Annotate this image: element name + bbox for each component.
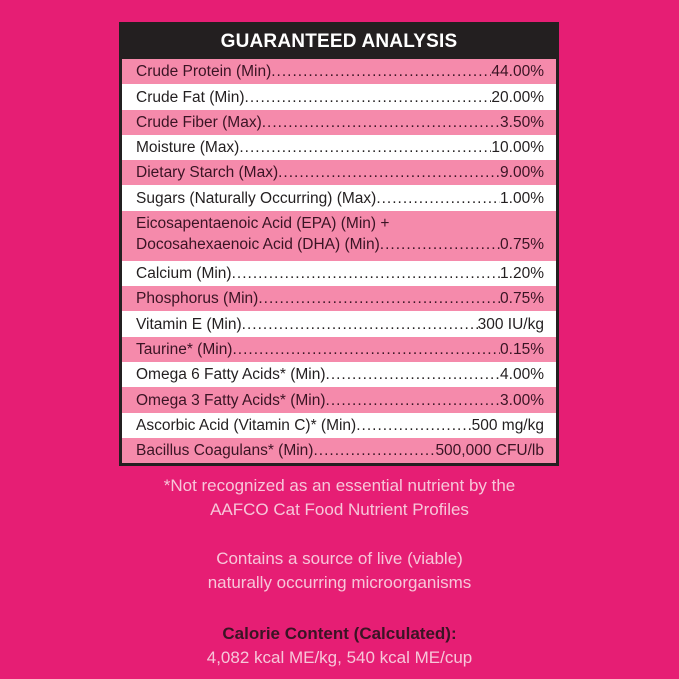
footnote: *Not recognized as an essential nutrient… xyxy=(0,474,679,522)
footnote-line-1: *Not recognized as an essential nutrient… xyxy=(163,476,516,495)
dot-leader xyxy=(356,417,471,438)
nutrient-label: Calcium (Min) xyxy=(136,265,232,283)
nutrient-value: 9.00% xyxy=(500,164,544,182)
nutrient-value: 0.15% xyxy=(500,340,544,358)
table-row: Vitamin E (Min) 300 IU/kg xyxy=(122,311,556,337)
nutrient-value: 1.00% xyxy=(500,189,544,207)
nutrient-value: 3.50% xyxy=(500,113,544,131)
probiotic-line-1: Contains a source of live (viable) xyxy=(216,549,463,568)
table-rows: Crude Protein (Min) 44.00% Crude Fat (Min)… xyxy=(122,59,556,464)
nutrient-value: 500 mg/kg xyxy=(471,416,544,434)
nutrient-value: 300 IU/kg xyxy=(477,315,544,333)
table-row: Crude Fiber (Max) 3.50% xyxy=(122,109,556,135)
table-row: Dietary Starch (Max) 9.00% xyxy=(122,160,556,186)
nutrient-label: Omega 6 Fatty Acids* (Min) xyxy=(136,366,326,384)
table-row: Omega 6 Fatty Acids* (Min) 4.00% xyxy=(122,361,556,388)
guaranteed-analysis-table: GUARANTEED ANALYSIS Crude Protein (Min) 4… xyxy=(119,22,559,467)
table-row: Bacillus Coagulans* (Min) 500,000 CFU/lb xyxy=(122,437,556,464)
dot-leader xyxy=(262,114,500,135)
nutrient-value: 500,000 CFU/lb xyxy=(435,442,544,460)
nutrient-label: Moisture (Max) xyxy=(136,139,240,157)
dot-leader xyxy=(242,316,478,337)
table-row: Omega 3 Fatty Acids* (Min) 3.00% xyxy=(122,387,556,413)
nutrient-label: Crude Protein (Min) xyxy=(136,63,272,81)
nutrient-label: Sugars (Naturally Occurring) (Max) xyxy=(136,189,377,207)
table-row: Crude Fat (Min) 20.00% xyxy=(122,84,556,110)
calorie-value: 4,082 kcal ME/kg, 540 kcal ME/cup xyxy=(206,648,473,667)
dot-leader xyxy=(232,341,500,362)
nutrient-label: Bacillus Coagulans* (Min) xyxy=(136,442,314,460)
nutrient-value: 3.00% xyxy=(500,391,544,409)
table-row: Sugars (Naturally Occurring) (Max) 1.00% xyxy=(122,185,556,211)
table-row: Moisture (Max) 10.00% xyxy=(122,134,556,161)
probiotic-line-2: naturally occurring microorganisms xyxy=(207,573,472,592)
nutrient-value: 44.00% xyxy=(491,63,544,81)
table-row: Ascorbic Acid (Vitamin C)* (Min) 500 mg/k… xyxy=(122,412,556,438)
dot-leader xyxy=(258,290,500,311)
footnote-line-2: AAFCO Cat Food Nutrient Profiles xyxy=(210,500,469,519)
table-row: Phosphorus (Min) 0.75% xyxy=(122,286,556,312)
dot-leader xyxy=(232,265,500,286)
nutrient-value: 10.00% xyxy=(491,139,544,157)
table-row: Crude Protein (Min) 44.00% xyxy=(122,59,556,85)
nutrient-label: Vitamin E (Min) xyxy=(136,315,242,333)
dot-leader xyxy=(245,89,492,110)
table-row: Taurine* (Min) 0.15% xyxy=(122,336,556,362)
dot-leader xyxy=(313,442,435,463)
nutrient-label: Ascorbic Acid (Vitamin C)* (Min) xyxy=(136,416,357,434)
nutrient-value: 0.75% xyxy=(500,290,544,308)
dot-leader xyxy=(278,164,500,185)
dot-leader xyxy=(326,366,501,387)
nutrient-label: Eicosapentaenoic Acid (EPA) (Min) + xyxy=(136,214,390,232)
table-row: Eicosapentaenoic Acid (EPA) (Min) + Docos… xyxy=(122,210,556,261)
table-title: GUARANTEED ANALYSIS xyxy=(220,31,458,52)
dot-leader xyxy=(239,139,491,160)
nutrient-value: 0.75% xyxy=(500,235,544,253)
nutrient-value: 20.00% xyxy=(491,88,544,106)
nutrient-label: Phosphorus (Min) xyxy=(136,290,259,308)
nutrient-value: 4.00% xyxy=(500,366,544,384)
nutrient-label: Crude Fat (Min) xyxy=(136,88,245,106)
nutrient-label-line-2: Docosahexaenoic Acid (DHA) (Min) xyxy=(136,235,380,253)
nutrient-value: 1.20% xyxy=(500,265,544,283)
nutrient-label: Dietary Starch (Max) xyxy=(136,164,279,182)
calorie-title: Calorie Content (Calculated): xyxy=(222,624,457,643)
dot-leader xyxy=(380,236,500,257)
dot-leader xyxy=(271,63,491,84)
table-row: Calcium (Min) 1.20% xyxy=(122,260,556,287)
dot-leader xyxy=(376,190,500,211)
nutrient-label: Crude Fiber (Max) xyxy=(136,113,262,131)
nutrient-label: Taurine* (Min) xyxy=(136,340,233,358)
dot-leader xyxy=(326,392,501,413)
nutrient-label: Omega 3 Fatty Acids* (Min) xyxy=(136,391,326,409)
probiotic-note: Contains a source of live (viable) natur… xyxy=(0,547,679,595)
